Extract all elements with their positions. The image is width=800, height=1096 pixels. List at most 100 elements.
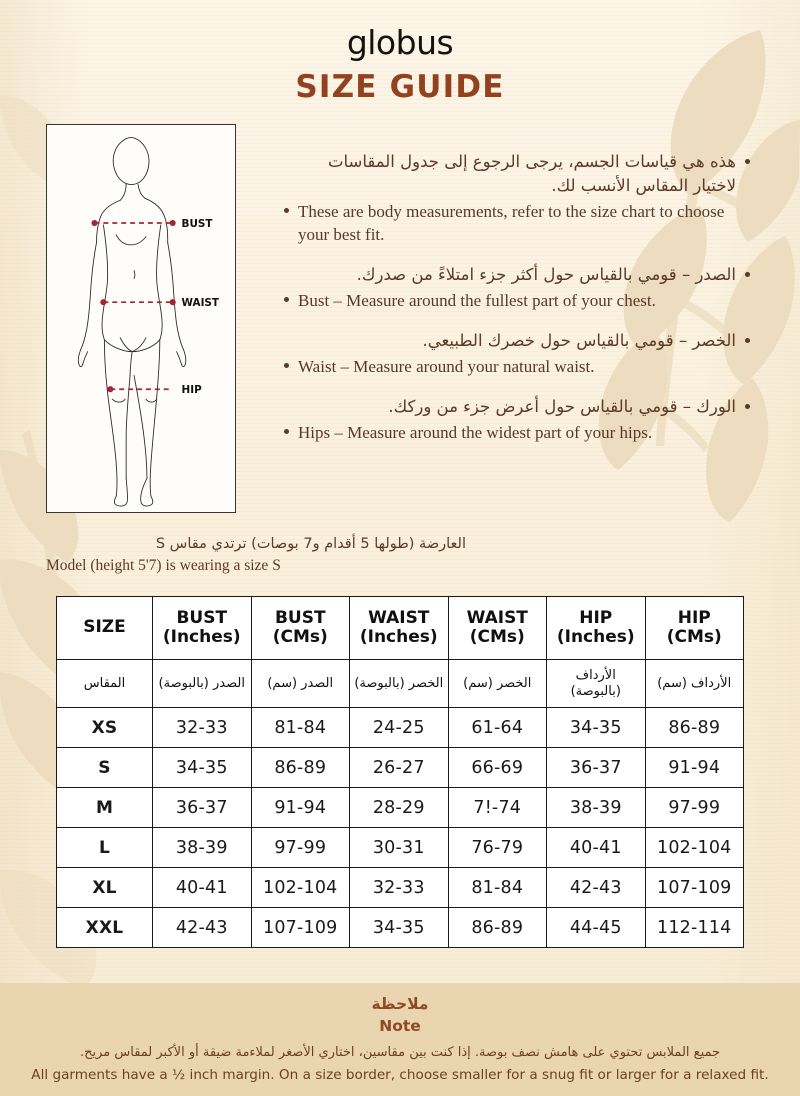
bullet-dot-icon: [745, 404, 750, 410]
cell-hip-inches: 44-45: [546, 907, 646, 948]
instruction-group: الورك – قومي بالقياس حول أعرض جزء من ورك…: [284, 395, 750, 444]
cell-size: XXL: [56, 907, 153, 948]
header-hip-cms: HIP (CMs): [644, 596, 744, 660]
cell-hip-inches: 42-43: [546, 867, 646, 908]
hip-measure-line: [107, 386, 173, 393]
cell-hip-inches: 36-37: [546, 747, 646, 788]
cell-bust-cms: 97-99: [250, 827, 350, 868]
instruction-arabic: الخصر – قومي بالقياس حول خصرك الطبيعي.: [284, 329, 750, 353]
cell-waist-inches: 34-35: [349, 907, 449, 948]
bullet-dot-icon: [745, 272, 750, 278]
cell-bust-cms: 86-89: [250, 747, 350, 788]
header-ar-bust-cms: الصدر (سم): [250, 659, 350, 708]
cell-hip-cms: 97-99: [644, 787, 744, 828]
model-caption-english: Model (height 5'7) is wearing a size S: [46, 557, 281, 575]
header-ar-hip-cms: الأرداف (سم): [644, 659, 744, 708]
instruction-english-text: These are body measurements, refer to th…: [298, 201, 725, 244]
table-row: S 34-35 86-89 26-27 66-69 36-37 91-94: [56, 747, 744, 788]
bullet-dot-icon: [284, 207, 289, 213]
table-header: SIZE BUST (Inches) BUST (CMs) WAIST (Inc…: [56, 596, 744, 660]
bullet-dot-icon: [284, 296, 289, 302]
table-row: XS 32-33 81-84 24-25 61-64 34-35 86-89: [56, 707, 744, 748]
bullet-dot-icon: [284, 363, 289, 369]
size-chart-table-wrapper: SIZE BUST (Inches) BUST (CMs) WAIST (Inc…: [56, 596, 744, 948]
cell-hip-inches: 40-41: [546, 827, 646, 868]
cell-waist-cms: 81-84: [447, 867, 547, 908]
cell-waist-cms: 61-64: [447, 707, 547, 748]
size-chart-table: SIZE BUST (Inches) BUST (CMs) WAIST (Inc…: [56, 596, 744, 948]
header-main: HIP: [579, 607, 613, 628]
header-hip-inches: HIP (Inches): [546, 596, 646, 660]
instruction-english: Waist – Measure around your natural wais…: [284, 355, 750, 378]
header-sub: (Inches): [162, 627, 241, 647]
header-ar-hip-inches: الأرداف (بالبوصة): [546, 659, 646, 708]
hip-label: HIP: [182, 384, 203, 396]
note-title-arabic: ملاحظة: [371, 995, 429, 1013]
header-main: HIP: [677, 607, 711, 628]
cell-bust-inches: 40-41: [152, 867, 252, 908]
cell-waist-cms: 86-89: [447, 907, 547, 948]
cell-waist-cms: 66-69: [447, 747, 547, 788]
model-caption-arabic: العارضة (طولها 5 أقدام و7 بوصات) ترتدي م…: [155, 536, 466, 552]
cell-hip-cms: 86-89: [644, 707, 744, 748]
cell-size: L: [56, 827, 153, 868]
header-main: BUST: [176, 607, 228, 628]
cell-size: M: [56, 787, 153, 828]
cell-hip-cms: 102-104: [644, 827, 744, 868]
header-sub: (Inches): [359, 627, 438, 647]
instruction-english-text: Hips – Measure around the widest part of…: [298, 423, 653, 443]
cell-waist-inches: 26-27: [349, 747, 449, 788]
cell-waist-cms: 7!-74: [447, 787, 547, 828]
note-body-arabic: جميع الملابس تحتوي على هامش نصف بوصة. إذ…: [79, 1045, 721, 1061]
header-ar-waist-inches: الخصر (بالبوصة): [349, 659, 449, 708]
instruction-arabic-text: الخصر – قومي بالقياس حول خصرك الطبيعي.: [422, 331, 736, 351]
cell-bust-cms: 91-94: [250, 787, 350, 828]
instruction-group: الخصر – قومي بالقياس حول خصرك الطبيعي. W…: [284, 329, 750, 378]
cell-bust-cms: 81-84: [250, 707, 350, 748]
table-row: XXL 42-43 107-109 34-35 86-89 44-45 112-…: [56, 907, 744, 948]
page-header: globus SIZE GUIDE: [0, 25, 800, 105]
note-body-english: All garments have a ½ inch margin. On a …: [31, 1066, 769, 1083]
header-sub: (CMs): [666, 627, 722, 647]
bust-measure-line: [91, 219, 176, 227]
model-figure-panel: BUST WAIST HIP: [46, 124, 236, 513]
instruction-group: هذه هي قياسات الجسم، يرجى الرجوع إلى جدو…: [284, 150, 750, 246]
table-row: L 38-39 97-99 30-31 76-79 40-41 102-104: [56, 827, 744, 868]
header-sub: (CMs): [469, 627, 525, 647]
cell-hip-inches: 34-35: [546, 707, 646, 748]
measurement-instructions: هذه هي قياسات الجسم، يرجى الرجوع إلى جدو…: [284, 150, 750, 444]
header-waist-cms: WAIST (CMs): [447, 596, 547, 660]
cell-hip-cms: 112-114: [644, 907, 744, 948]
cell-bust-inches: 42-43: [152, 907, 252, 948]
cell-bust-cms: 107-109: [250, 907, 350, 948]
bust-label: BUST: [182, 218, 214, 230]
header-sub: (CMs): [272, 627, 328, 647]
cell-bust-inches: 34-35: [152, 747, 252, 788]
table-row: XL 40-41 102-104 32-33 81-84 42-43 107-1…: [56, 867, 744, 908]
header-waist-inches: WAIST (Inches): [349, 596, 449, 660]
instruction-english-text: Bust – Measure around the fullest part o…: [298, 290, 656, 310]
table-row: M 36-37 91-94 28-29 7!-74 38-39 97-99: [56, 787, 744, 828]
bullet-dot-icon: [284, 429, 289, 435]
instruction-english-text: Waist – Measure around your natural wais…: [298, 357, 595, 377]
cell-bust-inches: 32-33: [152, 707, 252, 748]
header-size: SIZE: [56, 596, 153, 660]
cell-bust-inches: 36-37: [152, 787, 252, 828]
cell-waist-cms: 76-79: [447, 827, 547, 868]
header-ar-size: المقاس: [56, 659, 153, 708]
instruction-english: Bust – Measure around the fullest part o…: [284, 289, 750, 312]
header-bust-inches: BUST (Inches): [152, 596, 252, 660]
model-caption: العارضة (طولها 5 أقدام و7 بوصات) ترتدي م…: [46, 534, 466, 577]
table-body: المقاس الصدر (بالبوصة) الصدر (سم) الخصر …: [56, 659, 744, 948]
cell-size: S: [56, 747, 153, 788]
page-title: SIZE GUIDE: [295, 68, 505, 105]
instruction-arabic: الصدر – قومي بالقياس حول أكثر جزء امتلاء…: [284, 263, 750, 287]
instruction-english: Hips – Measure around the widest part of…: [284, 421, 750, 444]
cell-size: XS: [56, 707, 153, 748]
instruction-arabic-text: الورك – قومي بالقياس حول أعرض جزء من ورك…: [388, 397, 736, 417]
waist-label: WAIST: [182, 297, 220, 309]
header-row-arabic: المقاس الصدر (بالبوصة) الصدر (سم) الخصر …: [56, 659, 744, 708]
cell-hip-inches: 38-39: [546, 787, 646, 828]
cell-hip-cms: 107-109: [644, 867, 744, 908]
